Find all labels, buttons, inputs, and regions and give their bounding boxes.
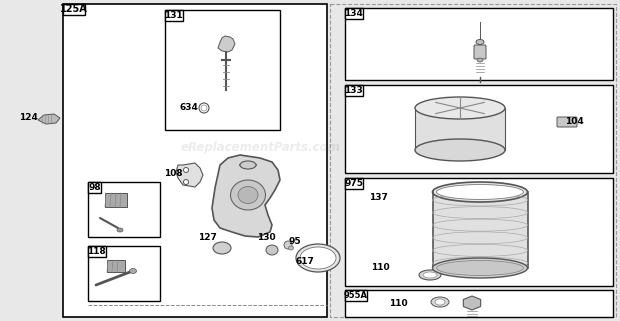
Ellipse shape <box>240 161 256 169</box>
Bar <box>345 8 613 80</box>
Text: 110: 110 <box>371 264 389 273</box>
Ellipse shape <box>436 185 523 199</box>
Bar <box>165 10 280 130</box>
Ellipse shape <box>435 299 445 305</box>
Polygon shape <box>218 36 235 52</box>
Ellipse shape <box>238 187 258 204</box>
Text: 98: 98 <box>88 183 101 192</box>
Bar <box>105 193 127 207</box>
Bar <box>345 178 613 286</box>
Bar <box>345 85 363 96</box>
Bar <box>107 260 125 272</box>
Ellipse shape <box>213 242 231 254</box>
FancyBboxPatch shape <box>474 45 486 59</box>
Ellipse shape <box>419 270 441 280</box>
Text: 125A: 125A <box>60 4 88 14</box>
Ellipse shape <box>477 58 483 62</box>
Ellipse shape <box>423 272 437 278</box>
Ellipse shape <box>288 246 293 250</box>
Bar <box>345 290 613 317</box>
Text: 134: 134 <box>344 9 363 18</box>
Ellipse shape <box>266 245 278 255</box>
Text: 133: 133 <box>344 86 363 95</box>
Bar <box>88 246 105 257</box>
Ellipse shape <box>433 182 528 202</box>
Text: 108: 108 <box>164 169 182 178</box>
Ellipse shape <box>130 268 136 273</box>
Bar <box>165 10 182 21</box>
Text: 95: 95 <box>289 237 301 246</box>
Text: 110: 110 <box>389 299 407 308</box>
Polygon shape <box>212 155 280 237</box>
Polygon shape <box>463 296 480 310</box>
Polygon shape <box>176 163 203 187</box>
Text: 137: 137 <box>368 194 388 203</box>
Ellipse shape <box>415 139 505 161</box>
Text: eReplacementParts.com: eReplacementParts.com <box>180 141 340 154</box>
Ellipse shape <box>415 97 505 119</box>
Text: 104: 104 <box>565 117 583 126</box>
Text: 127: 127 <box>198 233 216 242</box>
Ellipse shape <box>296 244 340 272</box>
Bar <box>345 290 367 301</box>
Ellipse shape <box>436 261 523 275</box>
Bar <box>415 108 505 150</box>
Ellipse shape <box>231 180 265 210</box>
Bar <box>433 192 528 268</box>
Ellipse shape <box>300 247 336 269</box>
Ellipse shape <box>433 258 528 278</box>
Bar <box>88 182 101 193</box>
Text: 634: 634 <box>180 103 199 112</box>
Text: 124: 124 <box>19 114 37 123</box>
Bar <box>88 182 160 237</box>
Text: 975: 975 <box>344 179 363 188</box>
Text: 131: 131 <box>164 11 183 20</box>
Ellipse shape <box>284 241 292 249</box>
Text: 955A: 955A <box>344 291 368 300</box>
Ellipse shape <box>184 179 188 185</box>
Bar <box>330 4 616 317</box>
Text: 130: 130 <box>257 233 275 242</box>
Ellipse shape <box>476 39 484 45</box>
Text: 118: 118 <box>87 247 106 256</box>
Bar <box>345 85 613 173</box>
Bar <box>345 178 363 189</box>
Text: 617: 617 <box>296 257 314 266</box>
Ellipse shape <box>117 228 123 232</box>
Bar <box>345 8 363 19</box>
Polygon shape <box>38 114 60 124</box>
Bar <box>63 4 327 317</box>
Bar <box>63 4 85 15</box>
Ellipse shape <box>431 297 449 307</box>
FancyBboxPatch shape <box>557 117 577 127</box>
Bar <box>88 246 160 301</box>
Ellipse shape <box>184 168 188 172</box>
